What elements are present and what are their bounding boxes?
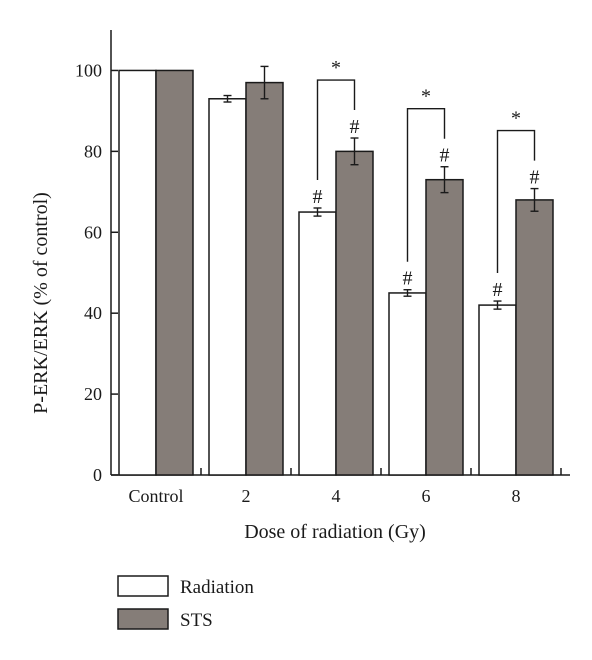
plot-area: 0 20 40 60 80 100 # # # # # # * * * Control 2 4 6 8 — [75, 30, 570, 506]
comparison-bracket-8 — [496, 129, 536, 274]
y-tick-label-80: 80 — [84, 141, 102, 161]
y-axis-label: P-ERK/ERK (% of control) — [30, 192, 52, 414]
legend-swatch-sts — [117, 608, 169, 630]
significance-mark-radiation-8: # — [493, 279, 503, 301]
significance-mark-radiation-4: # — [313, 186, 323, 208]
bar-sts-8 — [515, 199, 554, 476]
bar-sts-6 — [425, 178, 464, 476]
significance-mark-sts-6: # — [440, 145, 450, 167]
y-tick-label-0: 0 — [93, 465, 102, 485]
y-tick-label-20: 20 — [84, 384, 102, 404]
comparison-bracket-4 — [316, 79, 356, 180]
y-tick-label-100: 100 — [75, 60, 102, 80]
significance-mark-radiation-6: # — [403, 268, 413, 290]
comparison-label-8: * — [511, 108, 521, 130]
legend: Radiation STS — [117, 575, 254, 631]
bar-radiation-8 — [478, 304, 517, 476]
x-tick-label-4: 4 — [332, 486, 341, 506]
bar-radiation-4 — [298, 211, 337, 476]
x-tick-label-6: 6 — [422, 486, 431, 506]
comparison-bracket-6 — [406, 108, 446, 262]
comparison-label-6: * — [421, 86, 431, 108]
legend-label-radiation: Radiation — [180, 577, 254, 598]
legend-swatch-radiation — [117, 575, 169, 597]
bar-sts-4 — [335, 150, 374, 476]
bar-radiation-control — [118, 69, 157, 476]
significance-mark-sts-4: # — [350, 116, 360, 138]
y-tick-label-60: 60 — [84, 222, 102, 242]
comparison-label-4: * — [331, 57, 341, 79]
bar-radiation-6 — [388, 292, 427, 476]
y-tick-label-40: 40 — [84, 303, 102, 323]
x-tick-label-control: Control — [128, 486, 183, 506]
bar-sts-control — [155, 69, 194, 476]
bar-sts-2 — [245, 81, 284, 476]
x-axis-label: Dose of radiation (Gy) — [244, 521, 426, 543]
legend-label-sts: STS — [180, 610, 213, 631]
bar-radiation-2 — [208, 98, 247, 476]
significance-mark-sts-8: # — [530, 167, 540, 189]
x-tick-label-8: 8 — [512, 486, 521, 506]
x-tick-label-2: 2 — [242, 486, 251, 506]
